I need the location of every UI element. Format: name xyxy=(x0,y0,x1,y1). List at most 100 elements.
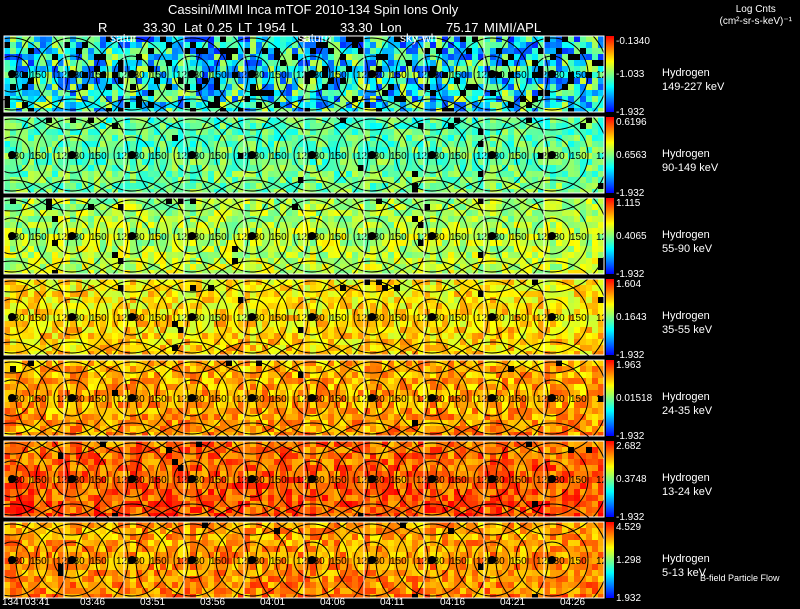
heatmap-cell xyxy=(232,210,238,216)
heatmap-cell xyxy=(124,90,130,96)
heatmap-cell xyxy=(76,222,82,228)
heatmap-cell xyxy=(226,60,232,66)
heatmap-cell xyxy=(40,147,46,153)
heatmap-cell xyxy=(442,315,448,321)
heatmap-cell xyxy=(64,246,70,252)
heatmap-cell xyxy=(424,246,430,252)
heatmap-cell xyxy=(244,309,250,315)
heatmap-cell xyxy=(88,252,94,258)
heatmap-cell xyxy=(154,285,160,291)
heatmap-cell xyxy=(256,246,262,252)
heatmap-cell xyxy=(358,240,364,246)
heatmap-cell xyxy=(274,135,280,141)
heatmap-cell xyxy=(10,135,16,141)
heatmap-cell xyxy=(124,279,130,285)
heatmap-cell xyxy=(88,123,94,129)
heatmap-cell xyxy=(148,216,154,222)
heatmap-cell xyxy=(364,147,370,153)
heatmap-cell xyxy=(346,60,352,66)
heatmap-cell xyxy=(136,189,142,193)
heatmap-cell xyxy=(286,240,292,246)
heatmap-cell xyxy=(76,345,82,351)
heatmap-cell xyxy=(250,36,256,42)
heatmap-cell xyxy=(358,78,364,84)
heatmap-cell xyxy=(250,54,256,60)
heatmap-cell xyxy=(88,327,94,333)
heatmap-cell xyxy=(364,234,370,240)
heatmap-cell xyxy=(520,102,526,108)
heatmap-cell xyxy=(232,291,238,297)
heatmap-cell xyxy=(514,42,520,48)
heatmap-cell xyxy=(286,165,292,171)
heatmap-cell xyxy=(16,228,22,234)
heatmap-cell xyxy=(214,48,220,54)
heatmap-cell xyxy=(178,216,184,222)
heatmap-cell xyxy=(400,54,406,60)
heatmap-cell xyxy=(514,84,520,90)
heatmap-cell xyxy=(106,153,112,159)
heatmap-cell xyxy=(340,66,346,72)
heatmap-cell xyxy=(580,234,586,240)
heatmap-cell xyxy=(262,72,268,78)
heatmap-cell xyxy=(550,246,556,252)
heatmap-cell xyxy=(556,264,562,270)
heatmap-cell xyxy=(148,303,154,309)
heatmap-cell xyxy=(172,339,178,345)
heatmap-cell xyxy=(352,252,358,258)
heatmap-cell xyxy=(436,228,442,234)
heatmap-cell xyxy=(448,327,454,333)
heatmap-cell xyxy=(106,189,112,193)
heatmap-cell xyxy=(202,177,208,183)
heatmap-cell xyxy=(436,72,442,78)
heatmap-cell xyxy=(430,198,436,204)
heatmap-cell xyxy=(172,90,178,96)
heatmap-cell xyxy=(58,345,64,351)
heatmap-cell xyxy=(358,90,364,96)
heatmap-cell xyxy=(202,189,208,193)
heatmap-cell xyxy=(154,171,160,177)
heatmap-cell xyxy=(178,135,184,141)
heatmap-cell xyxy=(238,315,244,321)
heatmap-cell xyxy=(526,96,532,102)
heatmap-cell xyxy=(574,228,580,234)
heatmap-cell xyxy=(298,258,304,264)
heatmap-cell xyxy=(346,339,352,345)
heatmap-cell xyxy=(208,333,214,339)
heatmap-cell xyxy=(232,222,238,228)
heatmap-cell xyxy=(538,147,544,153)
heatmap-cell xyxy=(484,252,490,258)
heatmap-cell xyxy=(100,84,106,90)
heatmap-cell xyxy=(64,42,70,48)
heatmap-cell xyxy=(460,108,466,112)
heatmap-cell xyxy=(478,264,484,270)
heatmap-cell xyxy=(514,198,520,204)
heatmap-cell xyxy=(484,228,490,234)
heatmap-cell xyxy=(424,123,430,129)
heatmap-cell xyxy=(544,72,550,78)
heatmap-cell xyxy=(76,291,82,297)
heatmap-cell xyxy=(346,36,352,42)
heatmap-cell xyxy=(376,309,382,315)
heatmap-cell xyxy=(70,297,76,303)
heatmap-cell xyxy=(436,204,442,210)
heatmap-cell xyxy=(214,108,220,112)
heatmap-cell xyxy=(592,210,598,216)
heatmap-cell xyxy=(280,315,286,321)
heatmap-cell xyxy=(448,315,454,321)
heatmap-cell xyxy=(286,108,292,112)
heatmap-cell xyxy=(418,240,424,246)
heatmap-cell xyxy=(226,96,232,102)
heatmap-cell xyxy=(184,204,190,210)
heatmap-cell xyxy=(262,159,268,165)
heatmap-cell xyxy=(166,198,172,204)
heatmap-cell xyxy=(328,147,334,153)
heatmap-cell xyxy=(58,171,64,177)
heatmap-cell xyxy=(286,246,292,252)
heatmap-cell xyxy=(52,303,58,309)
heatmap-cell xyxy=(94,165,100,171)
heatmap-cell xyxy=(322,96,328,102)
heatmap-cell xyxy=(580,198,586,204)
heatmap-cell xyxy=(274,258,280,264)
heatmap-cell xyxy=(142,66,148,72)
heatmap-cell xyxy=(88,258,94,264)
